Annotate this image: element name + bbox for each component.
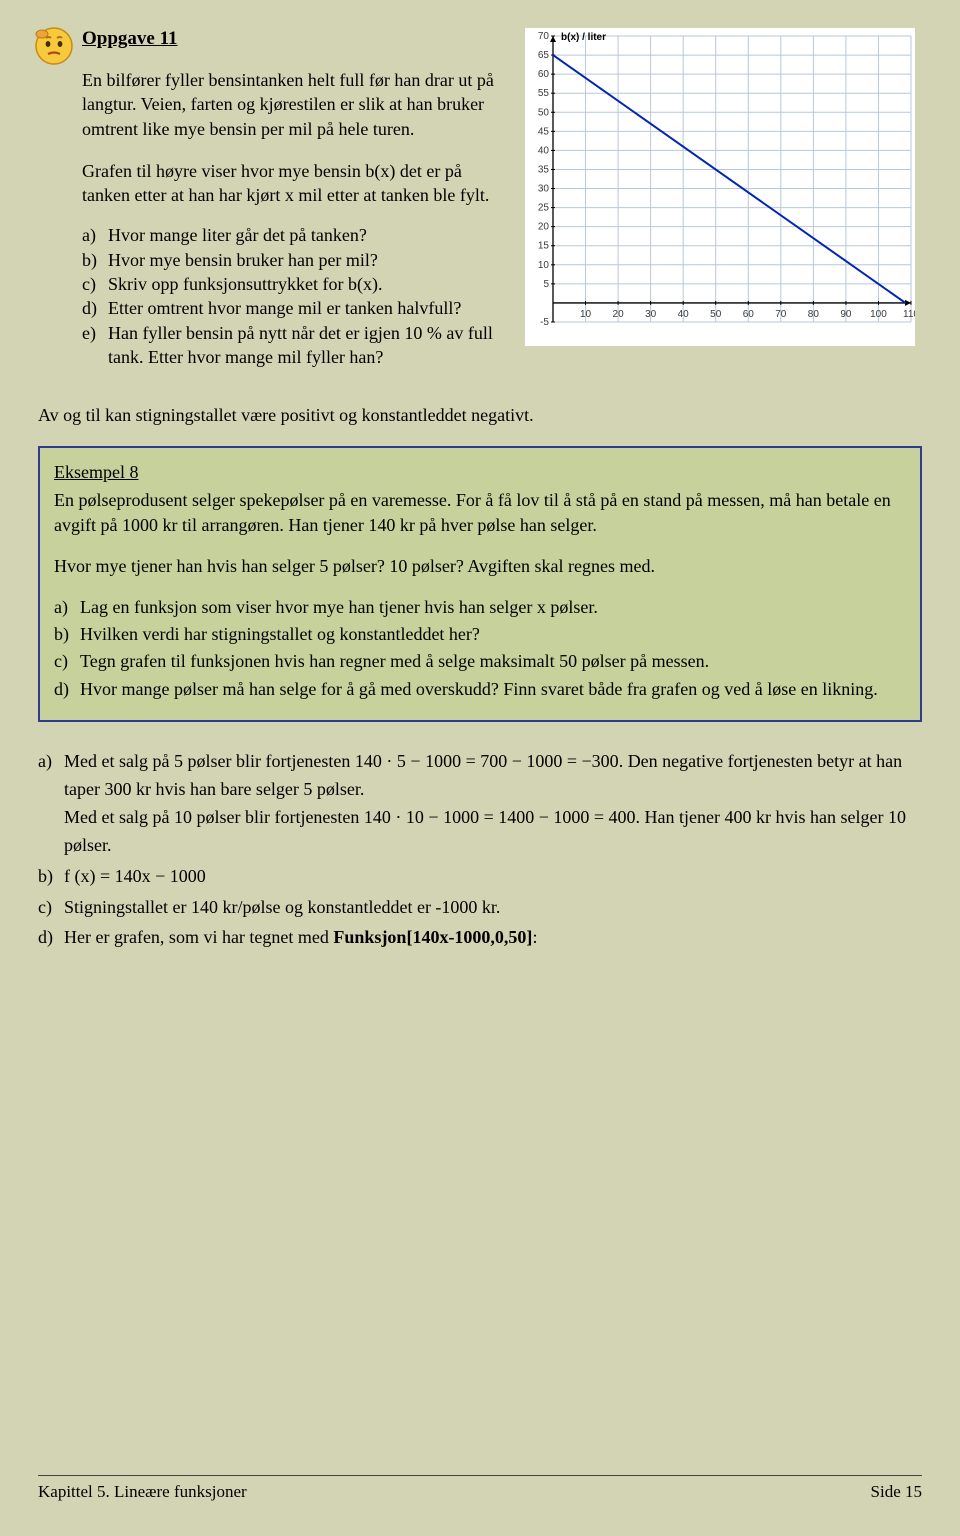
svg-text:60: 60	[538, 69, 550, 80]
svg-text:110: 110	[903, 309, 915, 320]
oppgave-item-b: Hvor mye bensin bruker han per mil?	[108, 248, 508, 272]
footer-right: Side 15	[871, 1482, 922, 1502]
svg-text:10: 10	[580, 309, 592, 320]
svg-text:90: 90	[840, 309, 852, 320]
oppgave-text-column: Oppgave 11 En bilfører fyller bensintank…	[38, 28, 508, 369]
oppgave-intro-2: Grafen til høyre viser hvor mye bensin b…	[82, 159, 508, 208]
svg-text:45: 45	[538, 126, 550, 137]
sol-a-eq2: 140 · 10 − 1000 = 1400 − 1000 = 400	[364, 807, 636, 827]
example-item-c: Tegn grafen til funksjonen hvis han regn…	[80, 649, 906, 673]
svg-text:40: 40	[538, 145, 550, 156]
svg-text:50: 50	[710, 309, 722, 320]
example-p1: En pølseprodusent selger spekepølser på …	[54, 488, 906, 538]
svg-text:5: 5	[543, 279, 549, 290]
example-item-d: Hvor mange pølser må han selge for å gå …	[80, 677, 906, 701]
svg-text:b(x) / liter: b(x) / liter	[561, 32, 606, 43]
example-list: Lag en funksjon som viser hvor mye han t…	[54, 595, 906, 701]
svg-text:70: 70	[538, 31, 550, 42]
bensin-chart: -5 5 10 15 20 25 30 35 40 45 50 55 60 65 70 10 20 30 40 50 6…	[525, 28, 915, 346]
thinking-face-icon	[32, 24, 76, 68]
svg-text:30: 30	[538, 184, 550, 195]
page-footer: Kapittel 5. Lineære funksjoner Side 15	[38, 1475, 922, 1502]
svg-text:35: 35	[538, 164, 550, 175]
svg-text:20: 20	[613, 309, 625, 320]
svg-text:60: 60	[743, 309, 755, 320]
svg-text:30: 30	[645, 309, 657, 320]
example-p2: Hvor mye tjener han hvis han selger 5 pø…	[54, 554, 906, 579]
example-box: Eksempel 8 En pølseprodusent selger spek…	[38, 446, 922, 723]
example-item-a: Lag en funksjon som viser hvor mye han t…	[80, 595, 906, 619]
sol-a-pre2: Med et salg på 10 pølser blir fortjenest…	[64, 807, 364, 827]
svg-text:-5: -5	[540, 317, 549, 328]
oppgave-list: Hvor mange liter går det på tanken? Hvor…	[82, 223, 508, 369]
svg-text:70: 70	[775, 309, 787, 320]
svg-text:20: 20	[538, 222, 550, 233]
oppgave-intro-1: En bilfører fyller bensintanken helt ful…	[82, 68, 508, 141]
footer-left: Kapittel 5. Lineære funksjoner	[38, 1482, 247, 1502]
mid-paragraph: Av og til kan stigningstallet være posit…	[38, 403, 922, 427]
svg-text:10: 10	[538, 260, 550, 271]
example-title: Eksempel 8	[54, 460, 906, 485]
solution-c: Stigningstallet er 140 kr/pølse og konst…	[64, 894, 922, 922]
svg-text:100: 100	[870, 309, 887, 320]
svg-text:15: 15	[538, 241, 550, 252]
oppgave-section: Oppgave 11 En bilfører fyller bensintank…	[38, 28, 922, 369]
sol-d-bold: Funksjon[140x-1000,0,50]	[333, 927, 532, 947]
example-item-b: Hvilken verdi har stigningstallet og kon…	[80, 622, 906, 646]
oppgave-item-d: Etter omtrent hvor mange mil er tanken h…	[108, 296, 508, 320]
chart-column: -5 5 10 15 20 25 30 35 40 45 50 55 60 65 70 10 20 30 40 50 6…	[518, 28, 922, 369]
oppgave-item-c: Skriv opp funksjonsuttrykket for b(x).	[108, 272, 508, 296]
solution-b: f (x) = 140x − 1000	[64, 863, 922, 891]
sol-d-pre: Her er grafen, som vi har tegnet med	[64, 927, 333, 947]
svg-text:40: 40	[678, 309, 690, 320]
svg-text:25: 25	[538, 203, 550, 214]
sol-d-post: :	[532, 927, 537, 947]
svg-text:55: 55	[538, 88, 550, 99]
solution-block: Med et salg på 5 pølser blir fortjeneste…	[38, 748, 922, 952]
oppgave-item-e: Han fyller bensin på nytt når det er igj…	[108, 321, 508, 370]
solution-a: Med et salg på 5 pølser blir fortjeneste…	[64, 748, 922, 860]
oppgave-item-a: Hvor mange liter går det på tanken?	[108, 223, 508, 247]
svg-text:50: 50	[538, 107, 550, 118]
solution-d: Her er grafen, som vi har tegnet med Fun…	[64, 924, 922, 952]
svg-text:65: 65	[538, 50, 550, 61]
svg-text:80: 80	[808, 309, 820, 320]
sol-a-eq1: 140 · 5 − 1000 = 700 − 1000 = −300	[355, 751, 619, 771]
oppgave-title: Oppgave 11	[82, 28, 508, 50]
sol-a-pre1: Med et salg på 5 pølser blir fortjeneste…	[64, 751, 355, 771]
